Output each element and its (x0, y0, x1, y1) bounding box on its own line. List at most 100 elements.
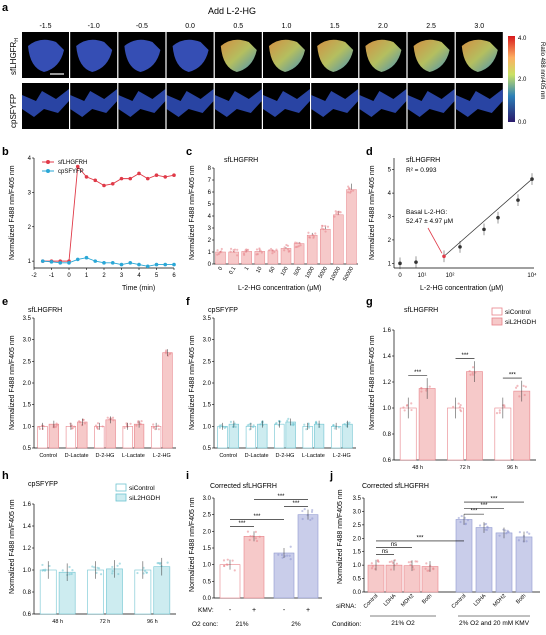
panel-letter-j: j (330, 470, 334, 482)
data-point (482, 227, 486, 232)
cell-shape (22, 89, 69, 117)
data-point (306, 514, 309, 517)
x-tick-label: 3 (120, 273, 124, 279)
data-point (403, 409, 406, 412)
data-point (154, 428, 157, 431)
cell-shape (166, 89, 214, 117)
data-point (234, 425, 237, 428)
data-point (346, 425, 349, 428)
data-point (424, 567, 427, 570)
x-tick-label: 100 (280, 266, 290, 277)
bar (228, 251, 239, 265)
y-tick-label: 3.0 (203, 338, 212, 344)
data-point (297, 245, 300, 248)
data-point (347, 422, 350, 425)
data-point (298, 242, 301, 245)
y-tick-label: 2.5 (353, 523, 362, 529)
data-point (517, 539, 520, 542)
x-tick-label: 48 h (412, 465, 423, 470)
panel-i-title: Corrected sfLHGFRH (210, 483, 277, 490)
time-label: 2.0 (378, 23, 388, 30)
y-tick-label: 3.0 (23, 338, 32, 344)
bar (228, 423, 240, 449)
y-tick-label: 1.4 (383, 354, 392, 360)
cell-shape (269, 39, 305, 72)
data-point (136, 421, 140, 424)
x-tick-label: Both (515, 593, 527, 605)
data-point (254, 537, 258, 540)
data-point (260, 251, 263, 254)
y-tick-label: 2.0 (353, 536, 362, 542)
bar (219, 564, 241, 599)
data-point (61, 569, 64, 572)
data-point (223, 426, 226, 429)
series-point (163, 175, 168, 179)
data-point (259, 249, 262, 252)
data-point (139, 423, 142, 426)
panel-c-xlabel: L-2-HG concentration (μM) (238, 285, 321, 292)
cell-shape (365, 39, 402, 72)
data-point (287, 417, 290, 420)
y-tick-label: 1.0 (23, 568, 32, 574)
data-point (277, 424, 280, 427)
y-tick-label: 1.5 (203, 403, 212, 409)
cell-shape (118, 89, 166, 117)
significance-label: *** (509, 373, 517, 379)
data-point (255, 539, 259, 543)
data-point (273, 250, 276, 253)
series-point (75, 257, 80, 262)
data-point (216, 249, 219, 252)
data-point (463, 516, 466, 520)
panel-d-ylabel: Normalized F488 nm/F405 nm (369, 165, 376, 260)
y-tick-label: 1 (208, 250, 212, 256)
significance-label: *** (490, 497, 498, 503)
legend-marker-sflhgfr (46, 160, 50, 164)
data-point (308, 236, 312, 239)
y-tick-label: 3.0 (203, 496, 212, 502)
data-point (337, 426, 340, 429)
data-point (255, 248, 259, 251)
x-tick-label: 500 (293, 266, 303, 277)
data-point (41, 569, 44, 572)
data-point (412, 568, 415, 571)
o2-group-label: 21% (235, 621, 248, 628)
x-tick-label: LDHA (473, 593, 488, 608)
data-point (70, 572, 73, 576)
data-point (129, 422, 132, 425)
y-tick-label: 3.5 (353, 496, 362, 502)
data-point (371, 565, 374, 568)
data-point (111, 565, 114, 569)
x-tick-label: LDHA (383, 593, 398, 608)
data-point (504, 529, 507, 532)
data-point (309, 518, 312, 522)
x-tick-label: Control (39, 453, 57, 459)
series-point (137, 171, 141, 176)
panel-d-title: sfLHGFRH (406, 157, 440, 164)
data-point (458, 405, 461, 409)
x-tick-label: 5000 (318, 266, 329, 280)
x-tick-label: 0.1 (228, 266, 237, 276)
data-point (252, 425, 255, 429)
data-point (44, 568, 47, 571)
data-point (469, 373, 472, 376)
data-point (254, 530, 257, 533)
panel-j-title: Corrected sfLHGFRH (362, 483, 429, 490)
panel-g-legend-2: siL2HGDH (505, 319, 536, 326)
y-tick-label: 8 (208, 166, 212, 172)
data-point (391, 561, 394, 564)
panel-letter-f: f (186, 296, 190, 308)
x-tick-label: 72 h (460, 465, 471, 470)
data-point (41, 563, 44, 567)
panel-letter-h: h (2, 470, 9, 482)
data-point (283, 555, 287, 558)
data-point (42, 425, 45, 428)
data-point (525, 540, 528, 543)
data-point (326, 225, 330, 228)
data-point (218, 424, 221, 427)
data-point (518, 395, 521, 398)
data-point (410, 402, 413, 405)
panel-a-image-grid: Add L-2-HG -1.5 -1.0 -0.5 0.0 0.5 1.0 1.5 2.0 2.… (9, 6, 545, 129)
data-point (486, 525, 489, 528)
data-point (259, 423, 262, 426)
